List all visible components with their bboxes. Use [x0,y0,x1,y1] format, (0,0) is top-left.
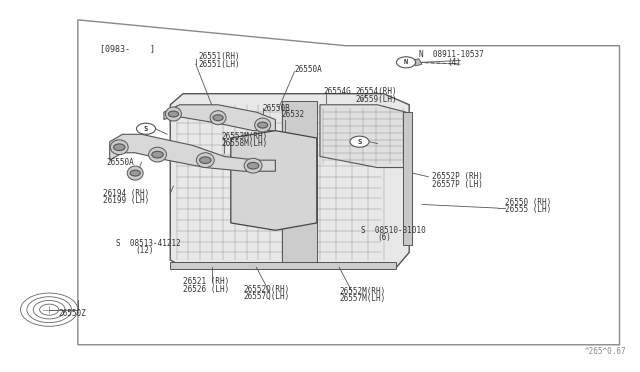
Text: [0983-    ]: [0983- ] [100,44,155,53]
Text: (4): (4) [447,58,461,67]
FancyBboxPatch shape [282,101,317,263]
Text: 26557P (LH): 26557P (LH) [431,180,483,189]
Circle shape [257,122,268,128]
Text: 26554(RH): 26554(RH) [355,87,397,96]
Circle shape [168,111,179,117]
Text: 26550Z: 26550Z [59,309,86,318]
Text: 26194 (RH): 26194 (RH) [103,189,150,198]
Text: (12): (12) [135,246,154,255]
Text: ^265^0.67: ^265^0.67 [584,347,626,356]
Text: 26551(RH): 26551(RH) [199,52,241,61]
Polygon shape [231,131,317,230]
Ellipse shape [127,166,143,180]
Text: 26550 (RH): 26550 (RH) [505,198,551,207]
Text: 26550B: 26550B [262,104,291,113]
Polygon shape [320,105,406,167]
Text: 26554G: 26554G [323,87,351,96]
Circle shape [396,57,415,68]
Text: 26550A: 26550A [294,65,323,74]
Circle shape [350,136,369,147]
Polygon shape [403,112,412,245]
Text: 26199 (LH): 26199 (LH) [103,196,150,205]
Text: 26526 (LH): 26526 (LH) [183,285,229,294]
Text: 26553M(RH): 26553M(RH) [221,132,268,141]
Circle shape [130,170,140,176]
Ellipse shape [255,118,271,132]
Polygon shape [170,94,409,267]
Circle shape [136,123,156,134]
Ellipse shape [110,140,128,155]
Circle shape [200,157,211,163]
Polygon shape [412,59,422,66]
Polygon shape [164,105,275,131]
Text: 26521 (RH): 26521 (RH) [183,278,229,286]
Ellipse shape [196,153,214,167]
Ellipse shape [148,147,166,162]
Text: S  08510-31010: S 08510-31010 [362,226,426,235]
Text: 26532: 26532 [282,109,305,119]
Polygon shape [170,262,396,269]
Text: S: S [144,126,148,132]
Ellipse shape [166,107,181,121]
Ellipse shape [210,111,226,125]
Circle shape [152,151,163,158]
Text: 26552P (RH): 26552P (RH) [431,172,483,181]
Text: 26559(LH): 26559(LH) [355,95,397,104]
Text: 26557Q(LH): 26557Q(LH) [244,292,290,301]
Text: 26558M(LH): 26558M(LH) [221,139,268,148]
Ellipse shape [244,158,262,173]
Text: 26552Q(RH): 26552Q(RH) [244,285,290,294]
Text: 26552M(RH): 26552M(RH) [339,287,385,296]
Text: (6): (6) [378,233,391,242]
Text: 26550A: 26550A [106,157,134,167]
Circle shape [213,115,223,121]
Text: S: S [357,139,362,145]
Text: 26555 (LH): 26555 (LH) [505,205,551,215]
Text: 26557M(LH): 26557M(LH) [339,294,385,303]
Circle shape [247,162,259,169]
Circle shape [113,144,125,151]
Polygon shape [109,134,275,171]
Text: N  08911-10537: N 08911-10537 [419,51,483,60]
Text: 26551(LH): 26551(LH) [199,60,241,69]
Text: N: N [404,59,408,65]
Text: S  08513-41212: S 08513-41212 [116,239,181,248]
